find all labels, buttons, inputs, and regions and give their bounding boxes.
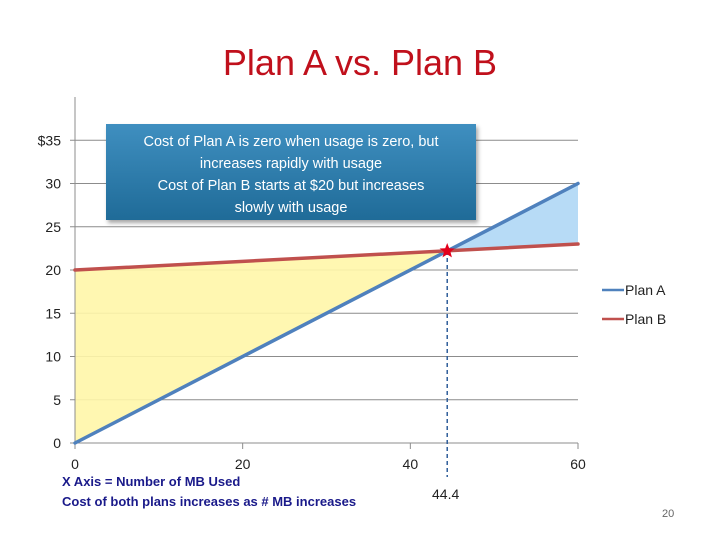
x-tick-label: 60 xyxy=(570,456,586,472)
callout-line: Cost of Plan B starts at $20 but increas… xyxy=(157,178,425,194)
star-icon xyxy=(439,243,455,258)
legend-label: Plan A xyxy=(625,282,666,298)
x-axis-note: X Axis = Number of MB Used Cost of both … xyxy=(62,472,356,512)
series-line xyxy=(73,181,580,445)
x-tick-label: 0 xyxy=(71,456,79,472)
chart-title: Plan A vs. Plan B xyxy=(222,42,498,83)
y-tick-label: 5 xyxy=(53,392,61,408)
intersection-label: 44.4 xyxy=(432,486,460,502)
y-tick-label: 10 xyxy=(45,349,61,365)
y-tick-label: 25 xyxy=(45,219,61,235)
callout-line: Cost of Plan A is zero when usage is zer… xyxy=(143,134,439,150)
y-tick-label: $35 xyxy=(38,132,62,148)
legend: Plan A Plan B xyxy=(602,282,666,327)
tick-labels: 0 5 10 15 20 25 30 $35 0 20 40 60 xyxy=(38,132,586,472)
x-tick-label: 40 xyxy=(403,456,419,472)
x-tick-label: 20 xyxy=(235,456,251,472)
x-axis-note-line: Cost of both plans increases as # MB inc… xyxy=(62,494,357,509)
slide-number: 20 xyxy=(662,508,675,520)
x-axis-note-line: X Axis = Number of MB Used xyxy=(62,474,241,489)
legend-label: Plan B xyxy=(625,311,666,327)
y-tick-label: 15 xyxy=(45,305,61,321)
y-tick-label: 20 xyxy=(45,262,61,278)
series-line xyxy=(73,242,580,272)
callout-box: Cost of Plan A is zero when usage is zer… xyxy=(106,124,476,220)
y-tick-label: 0 xyxy=(53,435,61,451)
series-lines xyxy=(73,181,580,445)
callout-line: slowly with usage xyxy=(234,200,348,216)
y-tick-label: 30 xyxy=(45,176,61,192)
callout-line: increases rapidly with usage xyxy=(199,156,383,172)
